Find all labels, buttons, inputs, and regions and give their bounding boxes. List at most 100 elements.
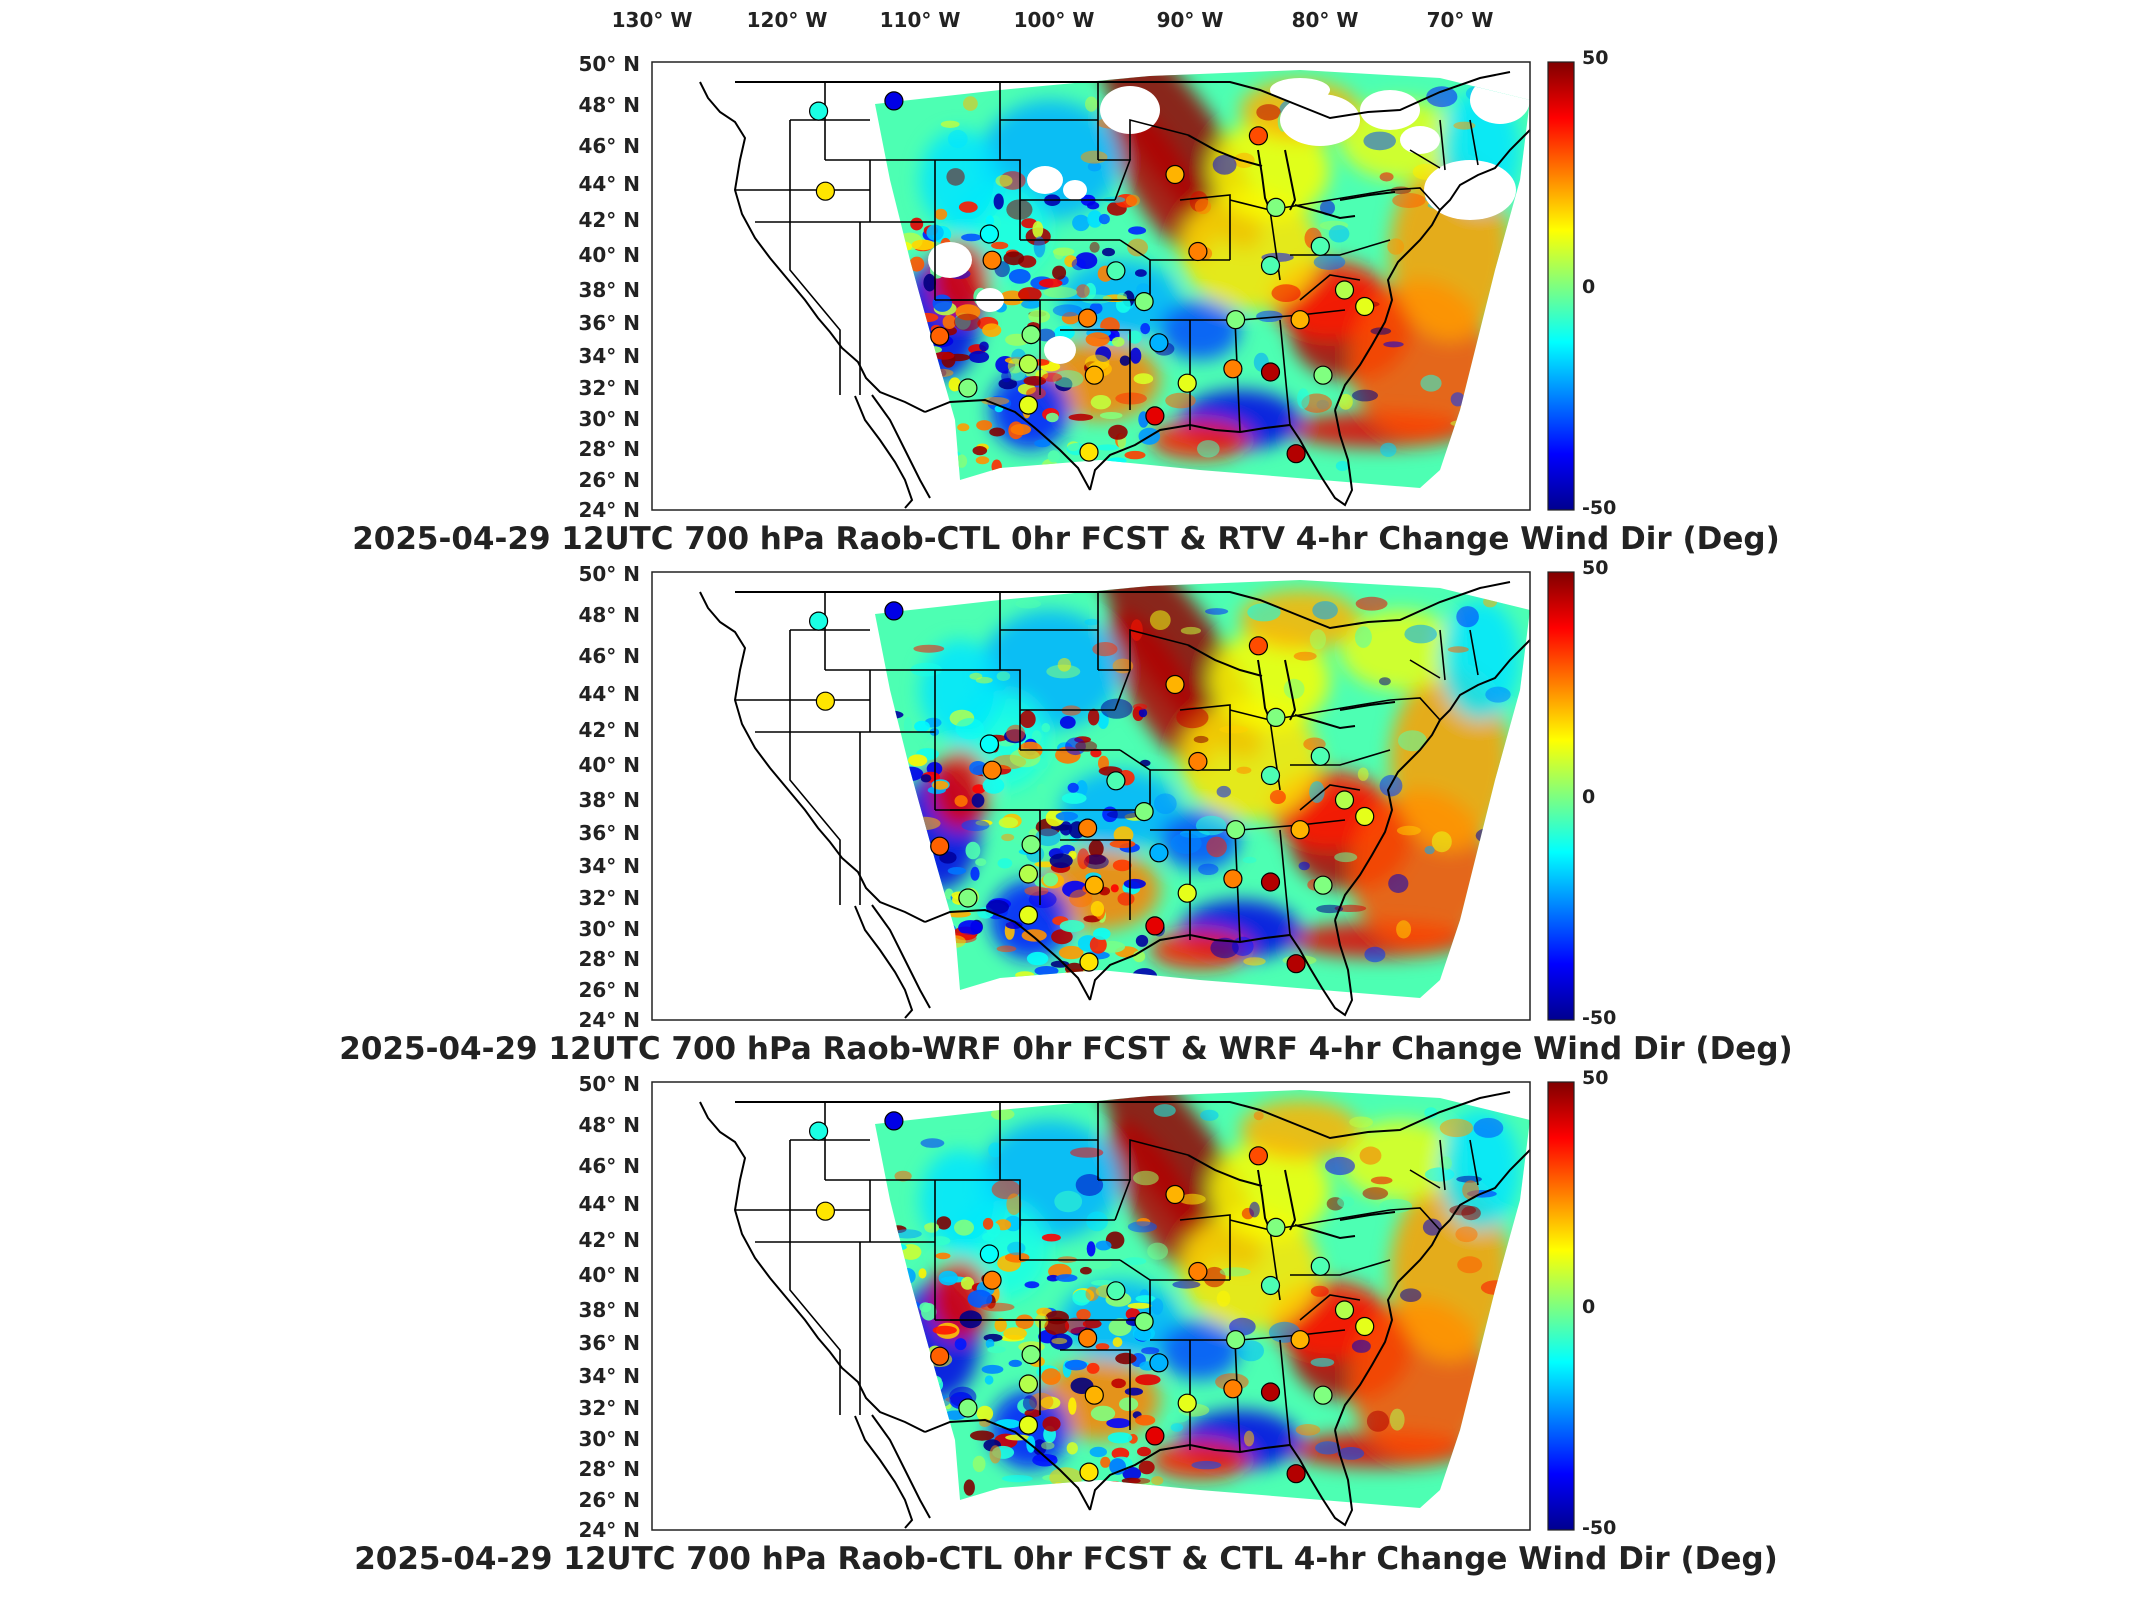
lat-tick-label: 50° N bbox=[578, 1072, 640, 1096]
raob-station-marker bbox=[1084, 365, 1104, 385]
raob-station-marker bbox=[1260, 765, 1281, 786]
lat-tick-label: 42° N bbox=[578, 718, 640, 742]
lat-tick-label: 48° N bbox=[578, 1113, 640, 1137]
raob-station-marker bbox=[1223, 359, 1243, 379]
raob-station-marker bbox=[1134, 292, 1154, 312]
raob-station-marker bbox=[1084, 1385, 1104, 1405]
raob-station-marker bbox=[1225, 820, 1246, 840]
lon-tick-label: 110° W bbox=[880, 8, 961, 32]
raob-stations bbox=[808, 1111, 1375, 1484]
state-borders bbox=[699, 1091, 1531, 1529]
raob-station-marker bbox=[1290, 310, 1310, 330]
lat-tick-label: 46° N bbox=[578, 134, 640, 158]
lat-tick-label: 50° N bbox=[578, 52, 640, 76]
raob-station-marker bbox=[1334, 790, 1355, 810]
lat-tick-label: 24° N bbox=[578, 498, 640, 522]
lat-tick-label: 44° N bbox=[578, 682, 640, 706]
lat-tick-label: 42° N bbox=[578, 1228, 640, 1252]
raob-station-marker bbox=[1355, 806, 1375, 827]
raob-station-marker bbox=[1079, 1462, 1099, 1482]
lat-tick-label: 28° N bbox=[578, 437, 640, 461]
lat-tick-label: 34° N bbox=[578, 854, 640, 878]
lat-tick-label: 38° N bbox=[578, 1298, 640, 1322]
lon-tick-label: 90° W bbox=[1157, 8, 1224, 32]
raob-station-marker bbox=[979, 224, 1000, 244]
lat-tick-label: 44° N bbox=[578, 1192, 640, 1216]
raob-station-marker bbox=[930, 836, 950, 856]
raob-station-marker bbox=[1018, 395, 1039, 415]
raob-station-marker bbox=[1021, 1345, 1041, 1365]
panel-title: 2025-04-29 12UTC 700 hPa Raob-CTL 0hr FC… bbox=[354, 1541, 1778, 1577]
raob-station-marker bbox=[1260, 1382, 1281, 1402]
raob-station-marker bbox=[1188, 1261, 1208, 1282]
panel-title: 2025-04-29 12UTC 700 hPa Raob-WRF 0hr FC… bbox=[339, 1031, 1792, 1067]
lat-tick-label: 26° N bbox=[578, 978, 640, 1002]
raob-station-marker bbox=[1260, 1275, 1281, 1296]
raob-station-marker bbox=[1018, 1374, 1039, 1394]
raob-station-marker bbox=[1134, 802, 1154, 822]
raob-station-marker bbox=[1177, 373, 1197, 393]
lat-tick-label: 40° N bbox=[578, 1263, 640, 1287]
lon-tick-label: 120° W bbox=[747, 8, 828, 32]
raob-station-marker bbox=[1149, 843, 1169, 863]
raob-station-marker bbox=[1177, 883, 1197, 903]
raob-station-marker bbox=[1223, 869, 1243, 889]
raob-station-marker bbox=[1334, 280, 1355, 300]
lat-tick-label: 32° N bbox=[578, 376, 640, 400]
raob-station-marker bbox=[1079, 442, 1099, 462]
colorbar: 50 0 -50 bbox=[1547, 1067, 1616, 1539]
raob-station-marker bbox=[1310, 1256, 1330, 1276]
raob-station-marker bbox=[808, 1121, 829, 1141]
lat-tick-label: 46° N bbox=[578, 644, 640, 668]
raob-station-marker bbox=[1260, 255, 1281, 276]
raob-station-marker bbox=[1266, 707, 1286, 727]
lat-tick-label: 36° N bbox=[578, 1331, 640, 1355]
raob-station-marker bbox=[1188, 751, 1208, 772]
lat-tick-label: 30° N bbox=[578, 1427, 640, 1451]
colorbar-gradient bbox=[1547, 1081, 1575, 1531]
raob-station-marker bbox=[1018, 354, 1039, 374]
lat-tick-label: 38° N bbox=[578, 788, 640, 812]
lon-tick-label: 80° W bbox=[1292, 8, 1359, 32]
lat-tick-label: 40° N bbox=[578, 753, 640, 777]
raob-station-marker bbox=[808, 611, 829, 631]
colorbar-tick-label: -50 bbox=[1582, 1007, 1616, 1029]
raob-station-marker bbox=[979, 1244, 1000, 1264]
longitude-axis: 130° W 120° W 110° W 100° W 90° W 80° W … bbox=[612, 8, 1494, 32]
raob-station-marker bbox=[1313, 365, 1333, 385]
lat-tick-label: 40° N bbox=[578, 243, 640, 267]
lat-tick-label: 32° N bbox=[578, 886, 640, 910]
raob-station-marker bbox=[1177, 1393, 1197, 1413]
lat-tick-label: 36° N bbox=[578, 821, 640, 845]
raob-station-marker bbox=[1165, 674, 1185, 695]
colorbar-gradient bbox=[1547, 571, 1575, 1021]
raob-station-marker bbox=[1018, 1415, 1039, 1435]
lat-tick-label: 30° N bbox=[578, 917, 640, 941]
lat-tick-label: 28° N bbox=[578, 1457, 640, 1481]
raob-station-marker bbox=[958, 888, 978, 908]
raob-station-marker bbox=[1145, 406, 1165, 426]
raob-station-marker bbox=[1266, 1217, 1286, 1237]
raob-station-marker bbox=[1145, 1426, 1165, 1446]
raob-station-marker bbox=[1079, 952, 1099, 972]
raob-station-marker bbox=[958, 378, 978, 398]
map-panel-2: 50° N 48° N 46° N 44° N 42° N 40° N 38° N 36° N… bbox=[339, 557, 1792, 1067]
raob-stations bbox=[808, 601, 1375, 974]
raob-stations bbox=[808, 91, 1375, 464]
raob-station-marker bbox=[1018, 864, 1039, 884]
raob-station-marker bbox=[1084, 875, 1104, 895]
wind-direction-field bbox=[875, 70, 1530, 488]
raob-station-marker bbox=[1313, 875, 1333, 895]
colorbar-tick-label: 50 bbox=[1582, 1067, 1608, 1089]
raob-station-marker bbox=[958, 1398, 978, 1418]
raob-station-marker bbox=[1260, 362, 1281, 382]
raob-station-marker bbox=[1106, 1281, 1126, 1301]
raob-station-marker bbox=[1077, 818, 1098, 838]
raob-station-marker bbox=[982, 250, 1002, 270]
raob-station-marker bbox=[1021, 325, 1041, 345]
colorbar-tick-label: 50 bbox=[1582, 557, 1608, 579]
lat-tick-label: 38° N bbox=[578, 278, 640, 302]
latitude-axis: 50° N 48° N 46° N 44° N 42° N 40° N 38° N 36° N… bbox=[578, 562, 640, 1032]
lon-tick-label: 130° W bbox=[612, 8, 693, 32]
